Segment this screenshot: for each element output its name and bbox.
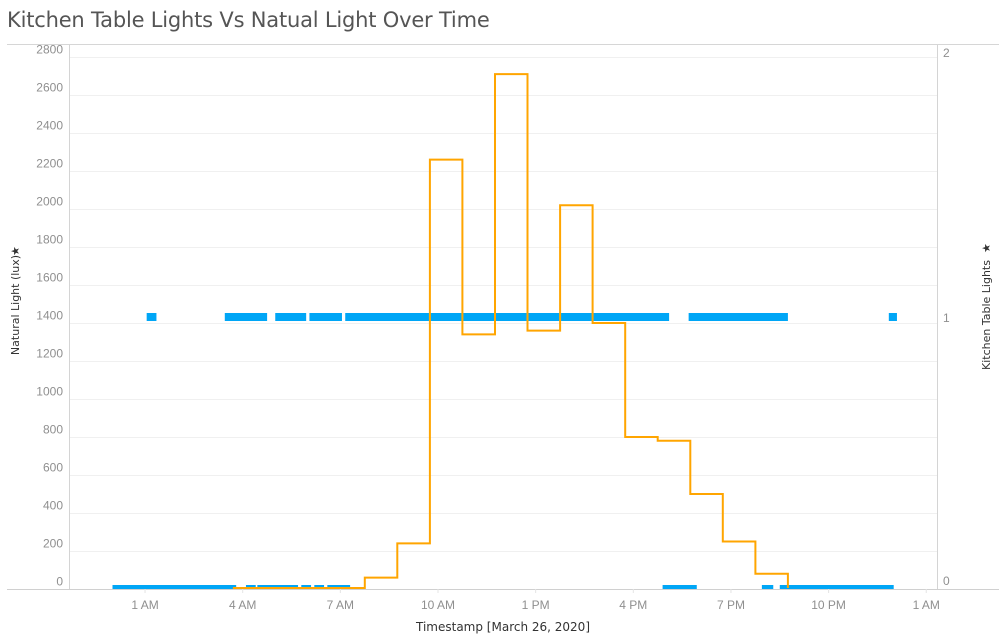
natural-light-line[interactable] bbox=[232, 73, 789, 589]
y-tick-label: 0 bbox=[56, 575, 63, 589]
axis-labels: 0 200 400 600 800 1000 1200 1400 1600 1800 2000 220… bbox=[9, 43, 993, 635]
kitchen-light-on-segment[interactable] bbox=[888, 313, 897, 321]
kitchen-light-on-segment[interactable] bbox=[275, 313, 307, 321]
axes bbox=[7, 45, 999, 593]
kitchen-light-off-segment[interactable] bbox=[779, 585, 894, 589]
x-tick-label: 10 AM bbox=[421, 598, 455, 612]
y-tick-label: 1800 bbox=[36, 233, 63, 247]
y-tick-label: 2400 bbox=[36, 119, 63, 133]
x-axis-title: Timestamp [March 26, 2020] bbox=[415, 620, 590, 634]
kitchen-light-on-segment[interactable] bbox=[309, 313, 342, 321]
y2-tick-label: 0 bbox=[943, 574, 950, 588]
y-tick-label: 1400 bbox=[36, 309, 63, 323]
x-tick-label: 10 PM bbox=[811, 598, 846, 612]
x-tick-label: 4 AM bbox=[229, 598, 256, 612]
chart-title: Kitchen Table Lights Vs Natual Light Ove… bbox=[7, 8, 490, 32]
pin-icon[interactable]: ★ bbox=[9, 246, 22, 256]
kitchen-lights-series[interactable] bbox=[112, 313, 897, 589]
y-tick-label: 2600 bbox=[36, 81, 63, 95]
y-tick-label: 2200 bbox=[36, 157, 63, 171]
kitchen-light-on-segment[interactable] bbox=[688, 313, 788, 321]
kitchen-light-off-segment[interactable] bbox=[662, 585, 697, 589]
x-tick-label: 1 AM bbox=[131, 598, 158, 612]
y-tick-label: 200 bbox=[43, 537, 63, 551]
natural-light-series[interactable] bbox=[232, 73, 789, 589]
x-tick-label: 1 PM bbox=[522, 598, 550, 612]
pin-icon[interactable]: ★ bbox=[980, 243, 993, 253]
y-tick-label: 2800 bbox=[36, 43, 63, 57]
kitchen-light-on-segment[interactable] bbox=[345, 313, 670, 321]
y-tick-label: 400 bbox=[43, 499, 63, 513]
x-tick-label: 4 PM bbox=[619, 598, 647, 612]
y2-axis-title: Kitchen Table Lights bbox=[980, 260, 993, 370]
y-axis-title: Natural Light (lux) bbox=[9, 255, 22, 355]
y-tick-label: 2000 bbox=[36, 195, 63, 209]
y-tick-label: 600 bbox=[43, 461, 63, 475]
y-tick-label: 800 bbox=[43, 423, 63, 437]
header-divider bbox=[7, 44, 999, 45]
kitchen-light-off-segment[interactable] bbox=[112, 585, 237, 589]
x-tick-label: 7 PM bbox=[717, 598, 745, 612]
gridlines bbox=[69, 57, 937, 552]
kitchen-light-off-segment[interactable] bbox=[761, 585, 774, 589]
x-tick-label: 1 AM bbox=[913, 598, 940, 612]
y-tick-label: 1000 bbox=[36, 385, 63, 399]
y-tick-label: 1600 bbox=[36, 271, 63, 285]
kitchen-light-on-segment[interactable] bbox=[146, 313, 157, 321]
y2-tick-label: 2 bbox=[943, 46, 950, 60]
x-tick-label: 7 AM bbox=[327, 598, 354, 612]
y2-tick-label: 1 bbox=[943, 311, 950, 325]
kitchen-light-on-segment[interactable] bbox=[224, 313, 268, 321]
y-tick-label: 1200 bbox=[36, 347, 63, 361]
